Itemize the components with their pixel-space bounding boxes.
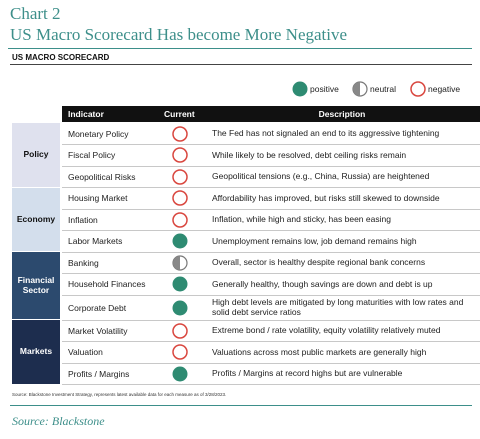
table-label: US MACRO SCORECARD	[12, 53, 110, 62]
indicator: Fiscal Policy	[68, 150, 116, 161]
legend-label: neutral	[370, 84, 396, 94]
source: Source: Blackstone	[12, 414, 105, 428]
status-icon	[172, 169, 188, 185]
icon-shape	[172, 169, 188, 185]
row-separator	[62, 362, 480, 364]
column-header: Indicator	[68, 109, 104, 119]
row-separator	[62, 273, 480, 274]
status-icon	[172, 126, 188, 142]
group-label: Economy	[12, 187, 60, 251]
row-separator	[62, 341, 480, 342]
indicator: Inflation	[68, 214, 98, 225]
row-separator	[62, 208, 480, 210]
description: Inflation, while high and sticky, has be…	[212, 214, 391, 225]
status-icon	[172, 233, 188, 249]
status-icon	[172, 300, 188, 315]
icon-shape	[172, 190, 188, 206]
icon-shape	[410, 81, 426, 97]
icon-shape	[172, 323, 188, 339]
description: Overall, sector is healthy despite regio…	[212, 257, 426, 268]
footnote: Source: Blackstone Investment Strategy, …	[12, 391, 227, 397]
status-icon	[352, 81, 368, 97]
rule	[10, 405, 472, 406]
description: While likely to be resolved, debt ceilin…	[212, 149, 407, 160]
icon-shape	[353, 82, 360, 96]
indicator: Valuation	[68, 347, 103, 358]
description: Extreme bond / rate volatility, equity v…	[212, 325, 441, 336]
row-separator	[62, 165, 480, 167]
icon-shape	[172, 147, 188, 163]
description: Generally healthy, though savings are do…	[212, 278, 433, 289]
icon-shape	[172, 233, 188, 249]
legend-label: positive	[310, 84, 339, 94]
indicator: Market Volatility	[68, 325, 128, 336]
description: Unemployment remains low, job demand rem…	[212, 235, 417, 246]
column-header: Description	[318, 109, 366, 119]
icon-shape	[172, 126, 188, 142]
subtitle: US Macro Scorecard Has become More Negat…	[10, 25, 348, 44]
group-label: Markets	[12, 320, 60, 384]
indicator: Banking	[68, 257, 99, 268]
description: Profits / Margins at record highs but ar…	[212, 368, 403, 379]
icon-shape	[292, 81, 308, 97]
indicator: Household Finances	[68, 279, 146, 290]
indicator: Corporate Debt	[68, 302, 127, 313]
status-icon	[172, 212, 188, 228]
column-header: Current	[164, 109, 195, 119]
indicator: Profits / Margins	[68, 368, 130, 379]
icon-shape	[172, 212, 188, 228]
status-icon	[172, 147, 188, 163]
group-label: Financial Sector	[12, 252, 60, 319]
header-row	[62, 106, 480, 122]
icon-shape	[173, 255, 180, 270]
title: Chart 2	[10, 4, 61, 23]
status-icon	[172, 366, 188, 382]
row-separator	[62, 144, 480, 145]
indicator: Labor Markets	[68, 236, 123, 247]
status-icon	[410, 81, 426, 97]
row-separator	[62, 187, 480, 188]
rule	[8, 48, 472, 49]
rule	[10, 64, 472, 65]
icon-shape	[172, 344, 188, 360]
status-icon	[172, 190, 188, 206]
row-separator	[62, 319, 480, 321]
indicator: Monetary Policy	[68, 128, 129, 139]
legend-label: negative	[428, 84, 461, 94]
status-icon	[172, 344, 188, 360]
description: The Fed has not signaled an end to its a…	[212, 128, 440, 139]
row-separator	[62, 384, 480, 385]
row-separator	[62, 294, 480, 296]
description: High debt levels are mitigated by long m…	[212, 297, 464, 317]
icon-shape	[172, 276, 188, 292]
icon-shape	[172, 366, 188, 382]
indicator: Housing Market	[68, 193, 128, 204]
description: Geopolitical tensions (e.g., China, Russ…	[212, 171, 430, 182]
description: Affordability has improved, but risks st…	[212, 192, 440, 203]
row-separator	[62, 230, 480, 231]
status-icon	[172, 255, 188, 271]
indicator: Geopolitical Risks	[68, 171, 136, 182]
status-icon	[172, 276, 188, 292]
icon-shape	[172, 300, 188, 315]
status-icon	[172, 323, 188, 339]
group-label: Policy	[12, 123, 60, 187]
row-separator	[62, 251, 480, 253]
status-icon	[292, 81, 308, 97]
description: Valuations across most public markets ar…	[212, 346, 427, 357]
